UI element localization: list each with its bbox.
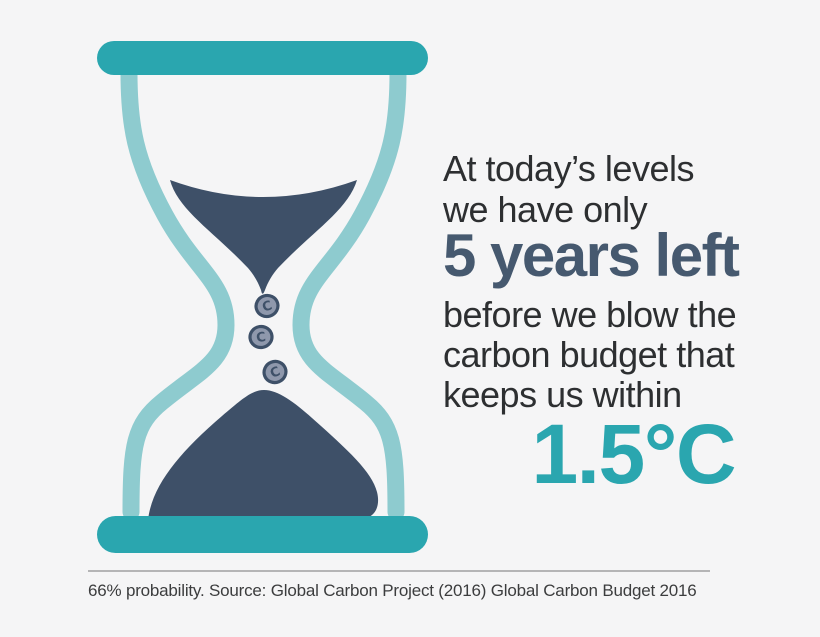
footer-divider <box>88 570 710 572</box>
carbon-grain: C <box>262 359 288 385</box>
headline-body-line2: carbon budget that <box>443 334 735 375</box>
hourglass-top-sand <box>170 180 357 294</box>
temperature-value: 1.5°C <box>531 407 736 501</box>
carbon-grain: C <box>248 324 274 350</box>
grain-circle <box>248 324 274 350</box>
hourglass-bottom-cap <box>97 516 428 553</box>
headline-emphasis: 5 years left <box>443 222 740 289</box>
headline-body-line3: keeps us within <box>443 374 682 415</box>
headline-body-line1: before we blow the <box>443 294 737 335</box>
headline-intro-line2: we have only <box>443 189 648 230</box>
hourglass-top-cap <box>97 41 428 75</box>
carbon-grain: C <box>254 293 280 319</box>
carbon-grain-label: C <box>260 298 274 315</box>
source-note: 66% probability. Source: Global Carbon P… <box>88 581 697 600</box>
hourglass-glass-outline <box>120 64 407 521</box>
grain-circle <box>254 293 280 319</box>
grain-circle <box>262 359 288 385</box>
hourglass-illustration: C C C <box>97 41 428 553</box>
headline-block: At today’s levels we have only 5 years l… <box>443 148 740 501</box>
carbon-grain-label: C <box>255 330 267 346</box>
headline-intro-line1: At today’s levels <box>443 148 694 189</box>
hourglass-bottom-sand <box>148 390 379 520</box>
